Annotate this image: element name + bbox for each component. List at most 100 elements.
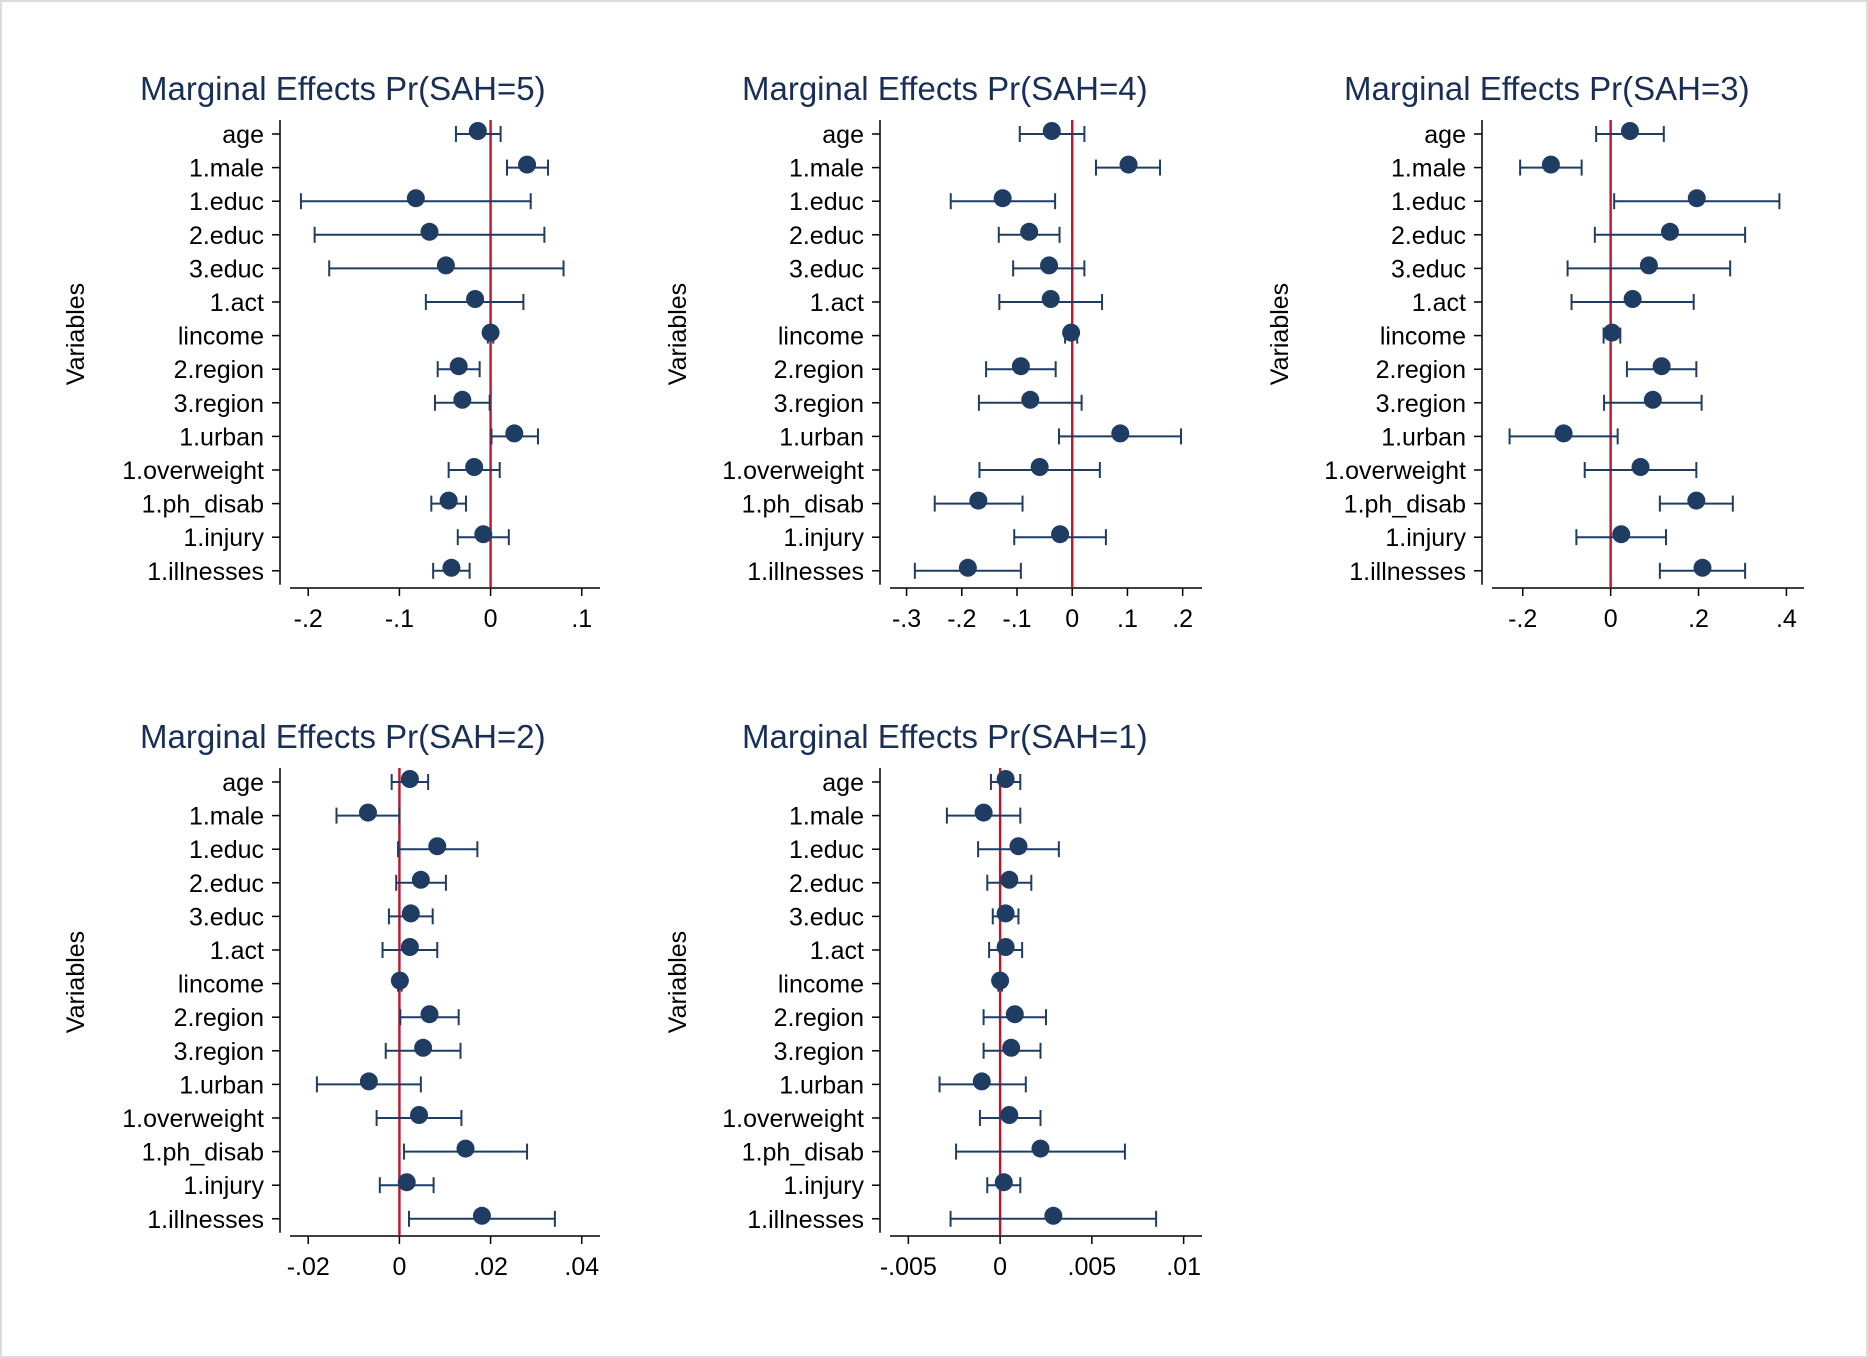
x-tick-label: .04: [564, 1253, 599, 1281]
point-estimate-1.urban: [1554, 424, 1573, 443]
x-tick-label: -.2: [1508, 605, 1537, 633]
y-tick-label: 2.educ: [789, 870, 864, 898]
point-estimate-1.injury: [474, 525, 493, 544]
y-tick-label: 1.injury: [783, 524, 864, 552]
point-estimate-lincome: [991, 971, 1010, 990]
point-estimate-3.region: [1002, 1038, 1021, 1057]
point-estimate-1.act: [996, 938, 1015, 956]
y-tick-label: 1.ph_disab: [1344, 491, 1466, 519]
y-tick-label: 1.ph_disab: [142, 491, 264, 519]
point-estimate-2.educ: [411, 870, 430, 889]
point-estimate-3.region: [1021, 390, 1040, 409]
point-estimate-age: [1042, 122, 1061, 140]
y-axis-title: Variables: [62, 283, 90, 385]
y-tick-label: 3.region: [174, 390, 264, 418]
y-tick-label: lincome: [1380, 323, 1466, 351]
x-tick-label: -.02: [287, 1253, 330, 1281]
point-estimate-1.educ: [428, 837, 447, 856]
y-tick-label: 1.urban: [1381, 423, 1466, 451]
point-estimate-1.overweight: [1030, 458, 1049, 476]
y-tick-label: 1.injury: [783, 1172, 864, 1200]
point-estimate-3.educ: [436, 256, 455, 275]
y-tick-label: 1.educ: [189, 188, 264, 216]
y-tick-label: 1.overweight: [722, 1105, 864, 1133]
point-estimate-1.injury: [994, 1173, 1013, 1192]
x-tick-label: 0: [1065, 605, 1079, 633]
y-tick-label: 1.act: [1412, 289, 1466, 317]
point-estimate-age: [1620, 122, 1639, 140]
x-tick-label: -.2: [947, 605, 976, 633]
y-axis-title: Variables: [62, 931, 90, 1033]
point-estimate-1.overweight: [1000, 1106, 1019, 1124]
panel-title: Marginal Effects Pr(SAH=1): [742, 718, 1148, 755]
point-estimate-age: [468, 122, 487, 140]
y-axis-title: Variables: [664, 283, 692, 385]
y-tick-label: 1.male: [189, 155, 264, 183]
x-tick-label: -.3: [892, 605, 921, 633]
y-tick-label: 1.educ: [189, 836, 264, 864]
panel-title: Marginal Effects Pr(SAH=5): [140, 70, 546, 107]
point-estimate-1.illnesses: [1693, 558, 1712, 577]
y-tick-label: 1.urban: [779, 423, 864, 451]
x-tick-label: .2: [1688, 605, 1709, 633]
point-estimate-1.overweight: [465, 458, 484, 476]
y-tick-label: 2.educ: [189, 222, 264, 250]
y-tick-label: 3.region: [774, 1038, 864, 1066]
y-tick-label: 1.male: [189, 803, 264, 831]
y-tick-label: age: [822, 121, 864, 149]
panel-sah-3: Marginal Effects Pr(SAH=3) Variables age 1.…: [1266, 70, 1804, 633]
point-estimate-2.educ: [1660, 222, 1679, 241]
y-tick-label: 2.educ: [789, 222, 864, 250]
point-estimate-1.act: [466, 290, 485, 308]
y-tick-label: 2.educ: [1391, 222, 1466, 250]
x-tick-label: 0: [392, 1253, 406, 1281]
point-estimate-1.ph_disab: [439, 491, 458, 510]
panel-sah-5: Marginal Effects Pr(SAH=5) Variables age 1.…: [62, 70, 600, 633]
point-estimate-1.injury: [1051, 525, 1070, 544]
y-tick-label: 1.act: [210, 289, 264, 317]
y-tick-label: 1.urban: [179, 1071, 264, 1099]
point-estimate-1.act: [1623, 290, 1642, 308]
y-tick-label: 2.region: [174, 1004, 264, 1032]
point-estimate-3.educ: [401, 904, 420, 923]
point-estimate-3.educ: [996, 904, 1015, 923]
point-estimate-2.region: [449, 357, 468, 376]
point-estimate-1.ph_disab: [456, 1139, 475, 1158]
point-estimate-3.region: [1643, 390, 1662, 409]
y-tick-label: 1.act: [810, 937, 864, 965]
point-estimate-1.urban: [359, 1072, 378, 1091]
y-tick-label: 1.educ: [789, 188, 864, 216]
x-tick-label: 0: [993, 1253, 1007, 1281]
point-estimate-1.educ: [406, 189, 425, 208]
y-tick-label: 1.overweight: [722, 457, 864, 485]
x-tick-label: .1: [1117, 605, 1138, 633]
point-estimate-1.urban: [1111, 424, 1130, 443]
y-tick-label: 1.overweight: [122, 457, 264, 485]
y-tick-label: 3.region: [1376, 390, 1466, 418]
point-estimate-1.male: [1541, 155, 1560, 174]
point-estimate-age: [400, 770, 419, 788]
point-estimate-1.urban: [972, 1072, 991, 1091]
point-estimate-2.educ: [1000, 870, 1019, 889]
point-estimate-1.male: [1119, 155, 1138, 174]
y-tick-label: 3.educ: [1391, 255, 1466, 283]
point-estimate-1.male: [974, 803, 993, 822]
point-estimate-3.region: [414, 1038, 433, 1057]
point-estimate-lincome: [1062, 323, 1081, 342]
y-tick-label: 2.educ: [189, 870, 264, 898]
y-tick-label: 1.educ: [1391, 188, 1466, 216]
point-estimate-3.educ: [1040, 256, 1059, 275]
panel-sah-4: Marginal Effects Pr(SAH=4) Variables age 1.…: [664, 70, 1202, 633]
y-tick-label: 3.educ: [789, 255, 864, 283]
y-tick-label: 1.injury: [183, 524, 264, 552]
point-estimate-1.ph_disab: [1031, 1139, 1050, 1158]
x-tick-label: .005: [1068, 1253, 1117, 1281]
y-tick-label: 3.educ: [189, 903, 264, 931]
y-tick-label: 1.injury: [1385, 524, 1466, 552]
point-estimate-2.region: [1005, 1005, 1024, 1024]
y-tick-label: lincome: [778, 971, 864, 999]
y-tick-label: 1.illnesses: [747, 1206, 864, 1234]
y-tick-label: 1.ph_disab: [142, 1139, 264, 1167]
point-estimate-1.urban: [505, 424, 524, 443]
